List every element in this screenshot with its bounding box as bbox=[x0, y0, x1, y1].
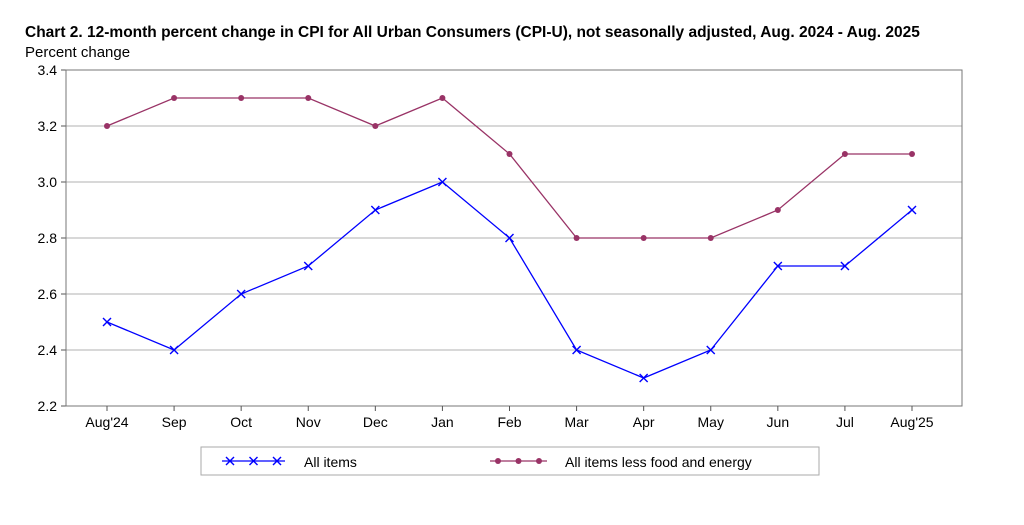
all-items-point bbox=[572, 345, 582, 355]
core-point bbox=[305, 95, 312, 101]
x-tick-label: Aug'24 bbox=[85, 414, 128, 430]
x-tick-label: Nov bbox=[296, 414, 321, 430]
core-point bbox=[238, 95, 245, 101]
x-tick-label: Feb bbox=[497, 414, 521, 430]
all-items-point bbox=[169, 345, 179, 355]
x-tick-label: Apr bbox=[633, 414, 655, 430]
all-items-point bbox=[102, 317, 112, 327]
all-items-point bbox=[303, 261, 313, 271]
x-tick-label: Sep bbox=[162, 414, 187, 430]
core-point bbox=[104, 123, 110, 129]
x-tick-label: Aug'25 bbox=[890, 414, 933, 430]
y-tick-label: 3.4 bbox=[38, 62, 58, 78]
all-items-point bbox=[370, 205, 380, 215]
core-point bbox=[573, 235, 580, 241]
x-tick-label: Oct bbox=[230, 414, 252, 430]
all-items-line bbox=[106, 181, 913, 379]
y-tick-label: 2.6 bbox=[38, 286, 58, 302]
all-items-point bbox=[639, 373, 649, 383]
all-items-point bbox=[907, 205, 917, 215]
core-point bbox=[171, 95, 178, 101]
legend-marker bbox=[225, 456, 235, 466]
legend-marker bbox=[272, 456, 282, 466]
chart-title: Chart 2. 12-month percent change in CPI … bbox=[25, 24, 920, 41]
core-point bbox=[439, 95, 446, 101]
core-point bbox=[909, 151, 915, 157]
legend-marker bbox=[515, 458, 522, 464]
core-point bbox=[774, 207, 781, 213]
x-tick-label: May bbox=[698, 414, 724, 430]
x-tick-label: Jan bbox=[431, 414, 454, 430]
y-axis-label: Percent change bbox=[25, 44, 131, 61]
core-line bbox=[106, 97, 912, 239]
x-tick-label: Dec bbox=[363, 414, 388, 430]
all-items-point bbox=[236, 289, 246, 299]
core-point bbox=[841, 151, 848, 157]
all-items-point bbox=[773, 261, 783, 271]
x-tick-label: Jul bbox=[836, 414, 854, 430]
all-items-point bbox=[706, 345, 716, 355]
y-tick-label: 3.2 bbox=[38, 118, 58, 134]
y-tick-label: 2.8 bbox=[38, 230, 58, 246]
y-tick-label: 3.0 bbox=[38, 174, 58, 190]
legend-marker bbox=[536, 458, 542, 464]
core-point bbox=[640, 235, 647, 241]
core-point bbox=[506, 151, 513, 157]
all-items-point bbox=[840, 261, 850, 271]
x-tick-label: Mar bbox=[565, 414, 589, 430]
all-items-point bbox=[505, 233, 514, 243]
legend-marker bbox=[249, 456, 258, 466]
y-tick-label: 2.2 bbox=[38, 398, 58, 414]
y-tick-label: 2.4 bbox=[38, 342, 58, 358]
plot-area bbox=[65, 69, 963, 407]
all-items-point bbox=[437, 177, 447, 187]
legend-label: All items bbox=[304, 454, 357, 470]
x-tick-label: Jun bbox=[767, 414, 790, 430]
legend-label: All items less food and energy bbox=[565, 454, 752, 470]
legend-marker bbox=[495, 458, 501, 464]
core-point bbox=[707, 235, 714, 241]
core-point bbox=[372, 123, 379, 129]
